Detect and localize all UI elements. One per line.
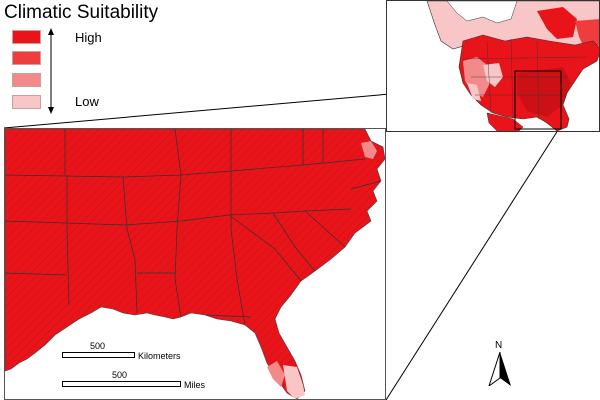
scale-km-value: 500: [90, 341, 106, 351]
legend-gradient-arrow-icon: [48, 28, 54, 114]
scale-mi-value: 500: [112, 370, 128, 380]
legend-swatch-low: [12, 95, 41, 109]
legend-low-label: Low: [75, 94, 99, 109]
north-arrow-icon: [488, 352, 511, 386]
north-arrow-label: N: [495, 340, 503, 351]
legend-swatch-very-high: [12, 30, 41, 44]
inset-map-north-america[interactable]: [386, 0, 600, 132]
scale-mi-unit: Miles: [184, 380, 206, 390]
legend-swatch-high: [12, 51, 41, 65]
legend-high-label: High: [75, 30, 102, 45]
scale-bar-miles: [62, 381, 181, 387]
scale-km-unit: Kilometers: [138, 351, 181, 361]
legend-swatch-medium: [12, 73, 41, 87]
main-map[interactable]: [4, 128, 386, 400]
scale-bar-km: [62, 352, 135, 358]
legend-title: Climatic Suitability: [4, 2, 159, 23]
